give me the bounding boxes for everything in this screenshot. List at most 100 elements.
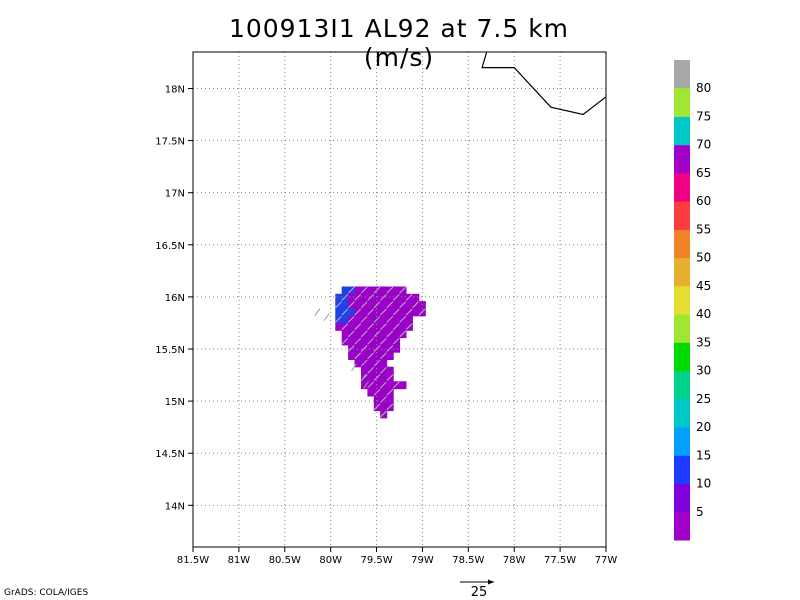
wind-cell bbox=[361, 293, 368, 302]
wind-vector bbox=[373, 374, 381, 382]
wind-vector bbox=[341, 323, 349, 330]
wind-cell bbox=[380, 403, 388, 412]
wind-vector bbox=[367, 352, 374, 360]
wind-cell bbox=[386, 308, 394, 317]
wind-cell bbox=[367, 286, 375, 295]
wind-vector bbox=[360, 286, 368, 294]
wind-cell bbox=[373, 381, 381, 390]
wind-vector bbox=[380, 381, 387, 389]
wind-cell bbox=[373, 352, 381, 360]
colorbar-label: 45 bbox=[696, 279, 711, 293]
wind-vector bbox=[367, 367, 374, 374]
reference-vector-label: 25 bbox=[470, 585, 488, 600]
wind-vector bbox=[360, 345, 368, 352]
wind-cell bbox=[367, 344, 375, 353]
wind-cell bbox=[399, 322, 407, 331]
wind-vector bbox=[399, 315, 407, 323]
colorbar-label: 80 bbox=[696, 81, 711, 95]
wind-vector bbox=[392, 323, 400, 330]
wind-cell bbox=[399, 293, 407, 302]
wind-cell bbox=[380, 301, 388, 309]
wind-vector bbox=[380, 410, 387, 418]
wind-vector bbox=[399, 286, 407, 294]
lon-tick-label: 81W bbox=[228, 555, 251, 566]
colorbar-swatch bbox=[674, 398, 690, 428]
wind-vector bbox=[360, 315, 368, 323]
colorbar-label: 65 bbox=[696, 166, 711, 180]
wind-vector bbox=[392, 308, 400, 316]
wind-cell bbox=[361, 308, 368, 317]
colorbar-swatch bbox=[674, 257, 690, 287]
wind-cell bbox=[367, 388, 375, 397]
colorbar-top-swatch bbox=[674, 60, 690, 89]
colorbar-swatch bbox=[674, 427, 690, 456]
wind-vector bbox=[373, 315, 381, 323]
wind-vector bbox=[347, 330, 355, 338]
colorbar-swatch bbox=[674, 172, 690, 202]
map-frame bbox=[192, 51, 607, 548]
wind-cell bbox=[399, 381, 407, 390]
lon-tick-label: 77.5W bbox=[544, 555, 576, 566]
lat-tick-label: 17.5N bbox=[155, 137, 185, 148]
colorbar-label: 5 bbox=[696, 505, 704, 519]
wind-cell bbox=[412, 308, 420, 317]
lat-tick-label: 17N bbox=[165, 189, 185, 200]
wind-vector bbox=[367, 381, 374, 389]
colorbar-swatch bbox=[674, 201, 690, 230]
colorbar-swatch bbox=[674, 511, 690, 541]
wind-vector bbox=[354, 294, 362, 301]
coastline bbox=[481, 51, 607, 116]
wind-cell bbox=[380, 315, 388, 324]
wind-vector bbox=[380, 337, 387, 345]
wind-vector bbox=[386, 374, 394, 382]
wind-vector bbox=[354, 337, 362, 345]
wind-vector bbox=[405, 308, 413, 316]
wind-vector bbox=[367, 337, 374, 345]
wind-cell bbox=[361, 337, 368, 346]
wind-cell bbox=[348, 322, 356, 331]
wind-vector bbox=[386, 286, 394, 294]
wind-vector bbox=[386, 315, 394, 323]
wind-cell bbox=[373, 366, 381, 375]
wind-vector bbox=[386, 403, 394, 411]
wind-cell bbox=[386, 293, 394, 302]
lat-lon-grid bbox=[193, 52, 606, 547]
wind-vector bbox=[360, 330, 368, 338]
lon-tick-label: 78W bbox=[503, 555, 526, 566]
wind-cell bbox=[386, 366, 394, 375]
wind-cell bbox=[412, 293, 420, 302]
colorbar-label: 40 bbox=[696, 307, 711, 321]
lat-tick-label: 16N bbox=[165, 293, 185, 304]
wind-cell bbox=[380, 344, 388, 353]
wind-vector bbox=[347, 315, 355, 323]
colorbar-swatch bbox=[674, 229, 690, 259]
wind-vector bbox=[405, 323, 413, 330]
lon-tick-label: 77W bbox=[595, 555, 618, 566]
wind-vector bbox=[399, 301, 407, 309]
wind-cell bbox=[380, 359, 388, 368]
colorbar-swatch bbox=[674, 483, 690, 513]
wind-vector bbox=[367, 308, 374, 316]
wind-vector bbox=[380, 367, 387, 374]
wind-cell bbox=[380, 374, 388, 382]
wind-vector bbox=[335, 315, 342, 323]
wind-cell bbox=[341, 286, 349, 295]
wind-vector bbox=[392, 381, 400, 389]
wind-vector bbox=[392, 337, 400, 345]
wind-cell bbox=[393, 315, 401, 324]
wind-vector bbox=[412, 301, 419, 309]
wind-vector bbox=[386, 345, 394, 352]
wind-vector bbox=[367, 294, 374, 301]
wind-cell bbox=[361, 322, 368, 331]
wind-cell bbox=[348, 308, 356, 317]
wind-vector bbox=[341, 337, 349, 345]
wind-cell bbox=[393, 330, 401, 339]
lon-tick-label: 80.5W bbox=[269, 555, 301, 566]
wind-cell bbox=[418, 301, 426, 309]
wind-cell bbox=[341, 301, 349, 309]
wind-cell bbox=[354, 330, 362, 339]
wind-cell bbox=[354, 286, 362, 295]
wind-vector bbox=[341, 308, 349, 316]
wind-vector bbox=[380, 308, 387, 316]
